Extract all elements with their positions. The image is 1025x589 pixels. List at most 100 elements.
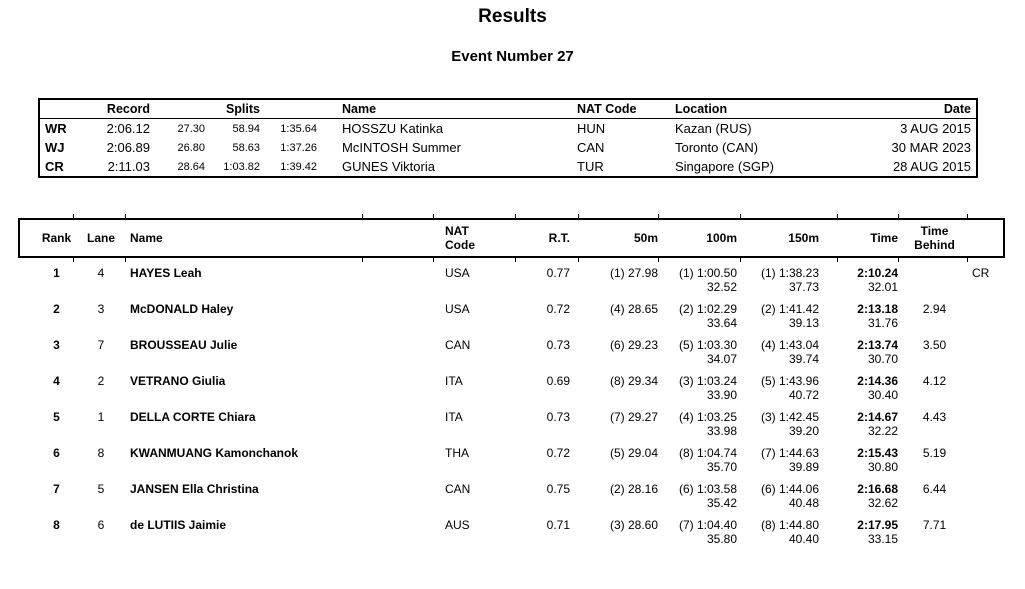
record-split3-cell: 1:35.64	[280, 122, 317, 135]
record-code-cell: WJ	[45, 140, 65, 155]
time-behind-header: Time Behind	[900, 224, 969, 252]
split-150m-cell: (2) 1:41.42 39.13	[742, 302, 839, 330]
split-100m-cell: (6) 1:03.58 35.42	[660, 482, 742, 510]
name-header: Name	[130, 231, 163, 245]
lane-cell: 3	[97, 302, 105, 316]
record-split2-cell: 1:03.82	[223, 160, 260, 173]
column-boundary-tick	[898, 214, 899, 218]
rank-cell: 5	[53, 410, 60, 424]
result-row: 8 6 de LUTIIS Jaimie AUS 0.71 (3) 28.60 …	[20, 512, 1003, 548]
split-50m-cell: (6) 29.23	[609, 338, 658, 352]
rank-header: Rank	[41, 231, 72, 245]
split-150m-lap: 39.74	[788, 352, 819, 366]
column-boundary-tick	[740, 214, 741, 218]
split-150m-time: (4) 1:43.04	[760, 338, 819, 352]
final-time: 2:14.36	[857, 374, 898, 388]
nat-code-cell: THA	[445, 446, 469, 460]
final-time: 2:13.18	[857, 302, 898, 316]
column-boundary-tick	[578, 214, 579, 218]
record-date-cell: 3 AUG 2015	[900, 121, 971, 136]
split-150m-cell: (7) 1:44.63 39.89	[742, 446, 839, 474]
record-row: WJ 2:06.89 26.80 58.63 1:37.26 McINTOSH …	[40, 138, 976, 157]
final-lap: 32.22	[867, 424, 898, 438]
split-100m-cell: (8) 1:04.74 35.70	[660, 446, 742, 474]
split-100m-cell: (4) 1:03.25 33.98	[660, 410, 742, 438]
split-100m-lap: 33.98	[706, 424, 737, 438]
final-time: 2:16.68	[857, 482, 898, 496]
split-100m-cell: (7) 1:04.40 35.80	[660, 518, 742, 546]
column-boundary-tick	[658, 258, 659, 262]
rank-cell: 4	[53, 374, 60, 388]
reaction-time-cell: 0.72	[546, 302, 570, 316]
rank-cell: 2	[53, 302, 60, 316]
final-lap: 30.40	[867, 388, 898, 402]
time-behind-header-label: Time Behind	[914, 224, 955, 252]
lane-cell: 8	[97, 446, 105, 460]
split-150m-lap: 39.89	[788, 460, 819, 474]
column-boundary-tick	[433, 214, 434, 218]
final-time-cell: 2:14.36 30.40	[839, 374, 900, 402]
lane-cell: 2	[97, 374, 105, 388]
record-split1-cell: 26.80	[177, 141, 205, 154]
lane-cell: 4	[97, 266, 105, 280]
final-time-cell: 2:13.74 30.70	[839, 338, 900, 366]
time-header: Time	[870, 231, 898, 245]
final-time: 2:14.67	[857, 410, 898, 424]
record-nat-header: NAT Code	[577, 102, 637, 116]
split-100m-time: (3) 1:03.24	[678, 374, 737, 388]
record-split2-cell: 58.94	[232, 122, 260, 135]
swimmer-name-cell: KWANMUANG Kamonchanok	[130, 446, 299, 460]
split-100m-time: (7) 1:04.40	[678, 518, 737, 532]
split-100m-cell: (2) 1:02.29 33.64	[660, 302, 742, 330]
column-boundary-tick	[837, 214, 838, 218]
final-time-cell: 2:16.68 32.62	[839, 482, 900, 510]
result-row: 7 5 JANSEN Ella Christina CAN 0.75 (2) 2…	[20, 476, 1003, 512]
split-100m-time: (6) 1:03.58	[678, 482, 737, 496]
column-boundary-tick	[73, 214, 74, 218]
swimmer-name-cell: JANSEN Ella Christina	[130, 482, 259, 496]
results-table: 1 4 HAYES Leah USA 0.77 (1) 27.98 (1) 1:…	[20, 260, 1003, 548]
final-time-cell: 2:17.95 33.15	[839, 518, 900, 546]
final-lap: 30.80	[867, 460, 898, 474]
swimmer-name-cell: McDONALD Haley	[130, 302, 234, 316]
split-150m-cell: (3) 1:42.45 39.20	[742, 410, 839, 438]
final-lap: 32.01	[867, 280, 898, 294]
record-code-cell: CR	[45, 159, 64, 174]
split-100m-lap: 35.42	[706, 496, 737, 510]
record-location-cell: Singapore (SGP)	[675, 159, 774, 174]
records-table: Record Splits Name NAT Code Location Dat…	[38, 98, 978, 178]
split-150m-lap: 40.48	[788, 496, 819, 510]
split-150m-time: (8) 1:44.80	[760, 518, 819, 532]
column-boundary-tick	[967, 214, 968, 218]
nat-code-cell: CAN	[445, 482, 471, 496]
record-split1-cell: 28.64	[177, 160, 205, 173]
result-row: 6 8 KWANMUANG Kamonchanok THA 0.72 (5) 2…	[20, 440, 1003, 476]
record-split2-cell: 58.63	[232, 141, 260, 154]
record-time-cell: 2:11.03	[107, 159, 150, 174]
final-time-cell: 2:10.24 32.01	[839, 266, 900, 294]
split-100m-lap: 32.52	[706, 280, 737, 294]
rank-cell: 1	[53, 266, 60, 280]
results-header-row: Rank Lane Name NAT Code R.T. 50m 100m 15…	[20, 220, 1003, 256]
record-code-cell: WR	[45, 121, 67, 136]
split-100m-lap: 33.90	[706, 388, 737, 402]
split-100m-header: 100m	[706, 231, 737, 245]
page-title: Results	[478, 6, 547, 27]
record-split3-cell: 1:37.26	[280, 141, 317, 154]
nat-code-header: NAT Code	[435, 224, 517, 252]
record-split3-cell: 1:39.42	[280, 160, 317, 173]
record-nat-cell: CAN	[577, 140, 605, 155]
lane-header: Lane	[86, 231, 115, 245]
split-150m-cell: (1) 1:38.23 37.73	[742, 266, 839, 294]
split-150m-time: (1) 1:38.23	[760, 266, 819, 280]
lane-cell: 1	[97, 410, 105, 424]
column-boundary-tick	[73, 258, 74, 262]
swimmer-name-cell: de LUTIIS Jaimie	[130, 518, 227, 532]
final-time-cell: 2:14.67 32.22	[839, 410, 900, 438]
final-time-cell: 2:13.18 31.76	[839, 302, 900, 330]
nat-code-cell: ITA	[445, 374, 463, 388]
lane-cell: 6	[97, 518, 105, 532]
final-lap: 30.70	[867, 352, 898, 366]
record-row: WR 2:06.12 27.30 58.94 1:35.64 HOSSZU Ka…	[40, 119, 976, 138]
split-100m-time: (4) 1:03.25	[678, 410, 737, 424]
